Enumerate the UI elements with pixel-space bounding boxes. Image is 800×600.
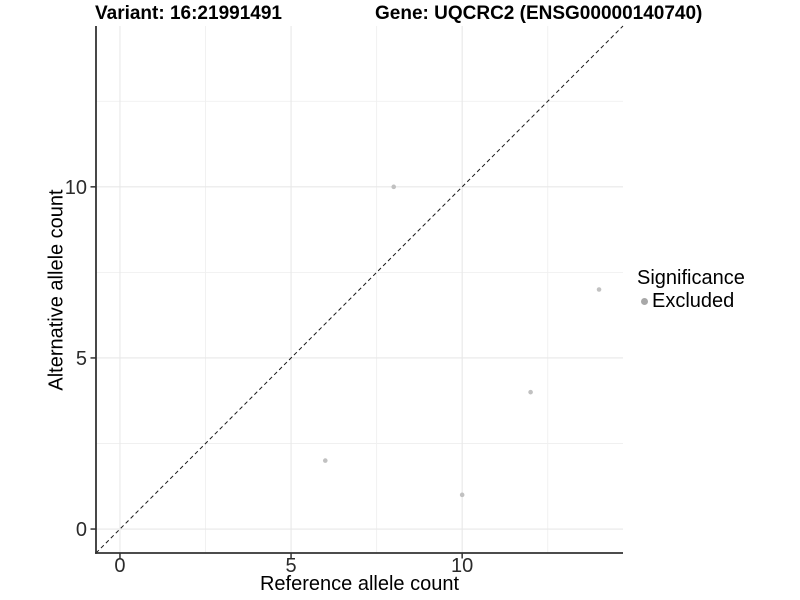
legend-item-label: Excluded	[652, 290, 735, 312]
data-point	[596, 287, 602, 292]
x-tick-label: 5	[285, 555, 296, 577]
x-axis-title: Reference allele count	[259, 573, 459, 595]
data-point	[391, 184, 397, 190]
y-tick-label: 5	[76, 348, 87, 370]
legend-point-icon	[641, 298, 648, 305]
identity-line	[95, 25, 624, 554]
legend-item-excluded: Excluded	[637, 290, 745, 313]
y-tick-label: 10	[65, 177, 87, 199]
data-point	[528, 389, 533, 395]
x-tick-label: 10	[451, 555, 473, 577]
data-point	[459, 492, 465, 498]
legend: Significance Excluded	[637, 267, 745, 313]
y-tick-label: 0	[76, 519, 87, 541]
variant-title: Variant: 16:21991491	[95, 3, 282, 24]
data-point	[322, 458, 328, 463]
gene-title: Gene: UQCRC2 (ENSG00000140740)	[375, 3, 703, 24]
x-tick-label: 0	[114, 555, 125, 577]
legend-title: Significance	[637, 267, 745, 289]
y-axis-title: Alternative allele count	[45, 189, 68, 391]
